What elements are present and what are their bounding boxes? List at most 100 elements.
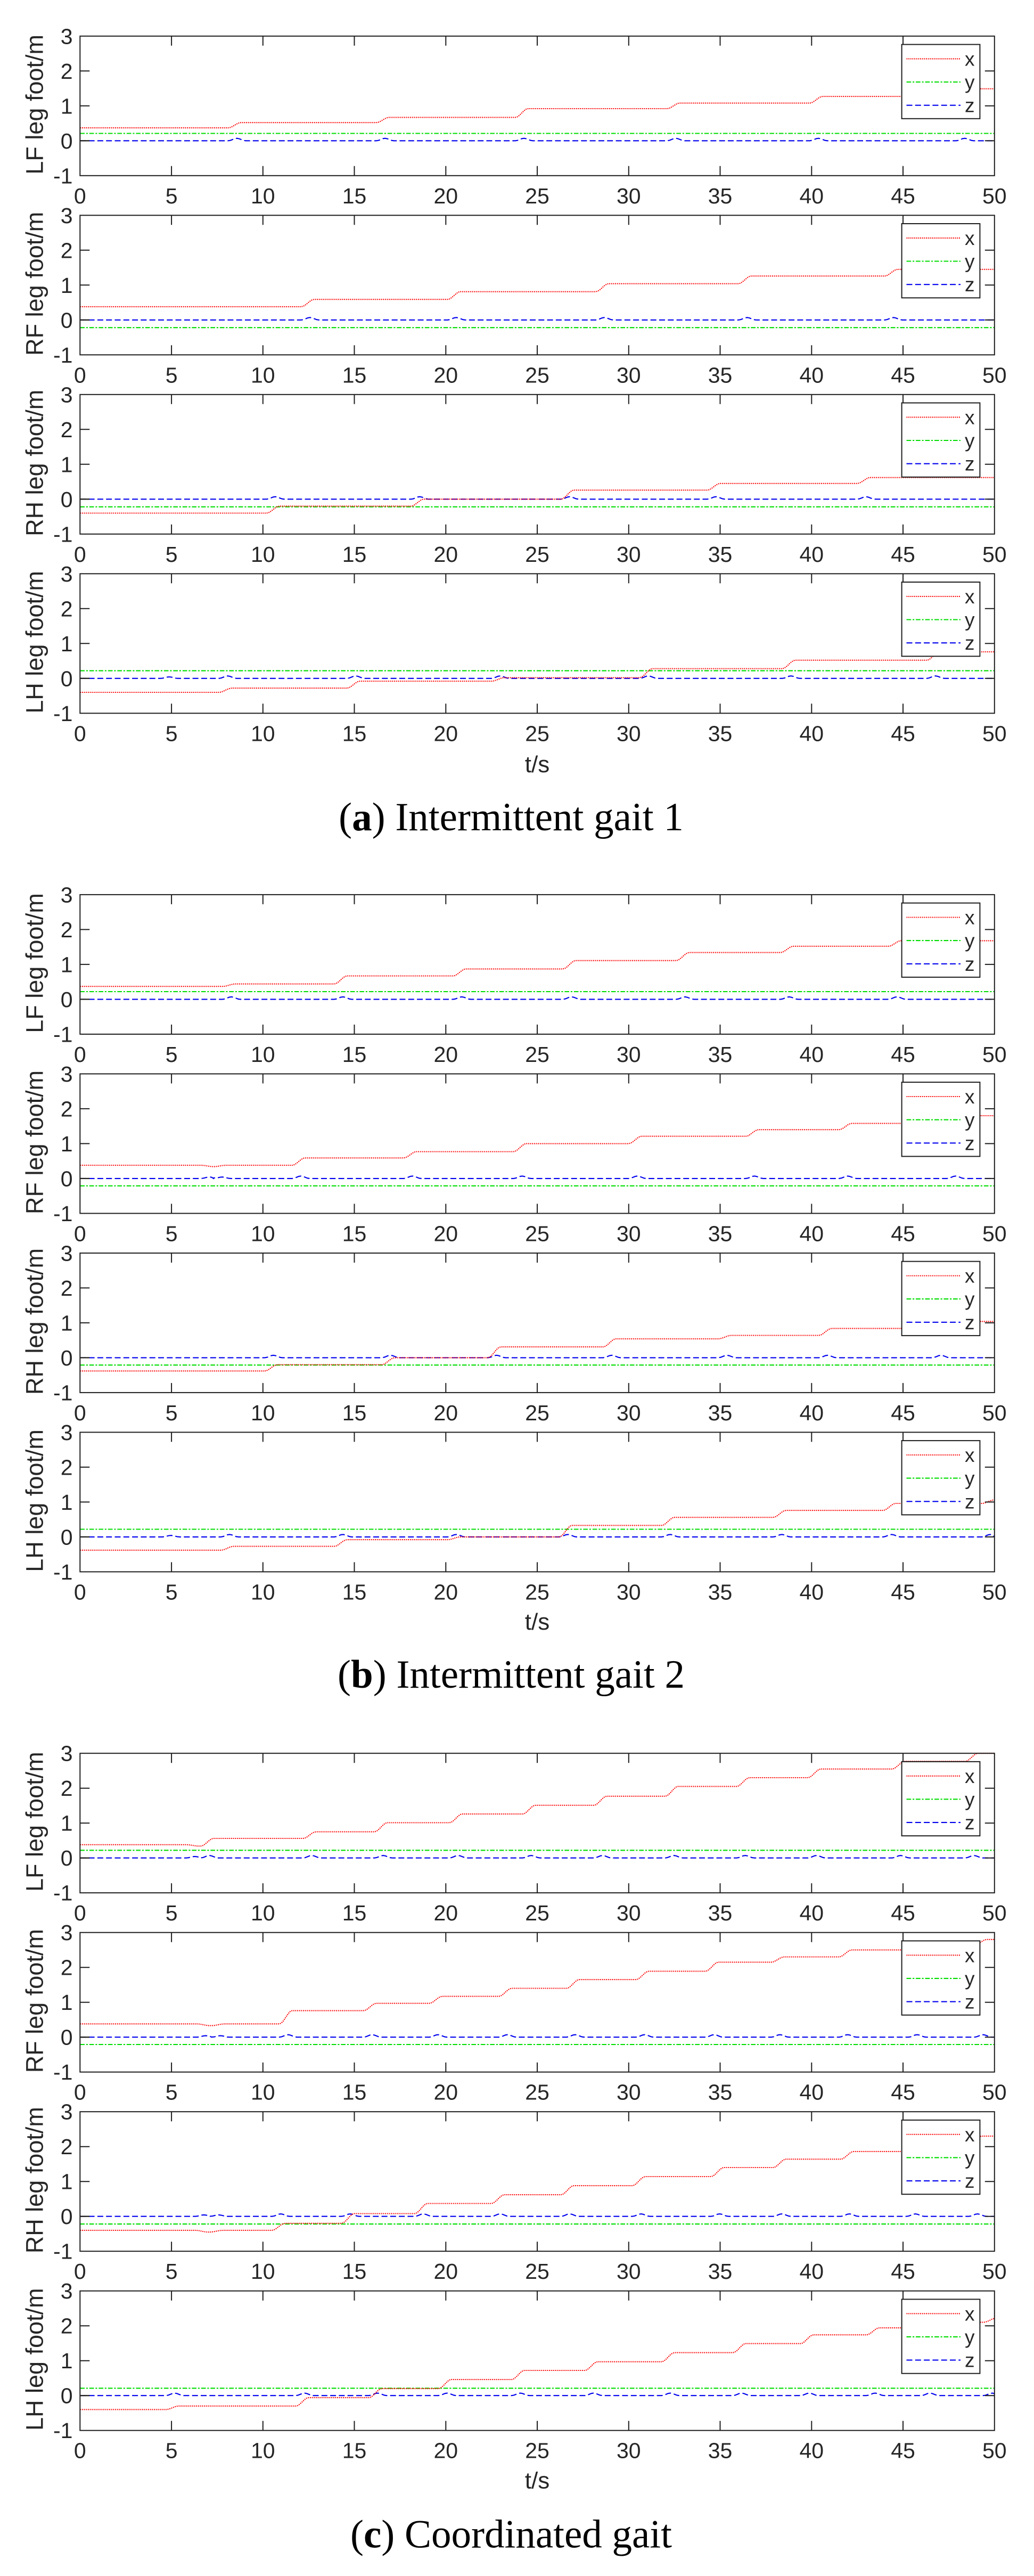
svg-text:1: 1 [61, 452, 73, 477]
svg-text:2: 2 [61, 59, 73, 84]
svg-text:(b) Intermittent gait 2: (b) Intermittent gait 2 [338, 1653, 685, 1697]
svg-text:40: 40 [799, 184, 824, 208]
svg-text:40: 40 [799, 363, 824, 387]
svg-text:10: 10 [251, 1401, 275, 1425]
svg-text:x: x [965, 1944, 975, 1966]
svg-text:30: 30 [617, 1901, 641, 1925]
svg-text:25: 25 [525, 2259, 549, 2284]
svg-text:x: x [965, 227, 975, 249]
svg-text:50: 50 [982, 363, 1007, 387]
svg-text:3: 3 [61, 2279, 73, 2303]
svg-text:LH leg foot/m: LH leg foot/m [21, 571, 48, 714]
svg-text:50: 50 [982, 1401, 1007, 1425]
svg-text:30: 30 [617, 184, 641, 208]
svg-text:1: 1 [61, 1311, 73, 1335]
svg-text:35: 35 [708, 1901, 733, 1925]
svg-text:2: 2 [61, 2314, 73, 2338]
svg-text:-1: -1 [53, 701, 72, 726]
svg-text:20: 20 [433, 1221, 458, 1246]
svg-text:2: 2 [61, 1455, 73, 1479]
svg-text:RH leg foot/m: RH leg foot/m [21, 1248, 48, 1395]
svg-text:0: 0 [61, 2204, 73, 2229]
svg-text:40: 40 [799, 2439, 824, 2463]
svg-text:RH leg foot/m: RH leg foot/m [21, 390, 48, 536]
svg-text:50: 50 [982, 184, 1007, 208]
svg-text:40: 40 [799, 1901, 824, 1925]
svg-text:z: z [965, 274, 975, 296]
svg-text:-1: -1 [53, 2418, 72, 2443]
svg-text:15: 15 [342, 1580, 367, 1604]
svg-text:40: 40 [799, 542, 824, 567]
svg-text:35: 35 [708, 721, 733, 746]
svg-text:20: 20 [433, 1042, 458, 1067]
svg-text:z: z [965, 2350, 975, 2371]
svg-text:15: 15 [342, 542, 367, 567]
svg-text:2: 2 [61, 1276, 73, 1301]
svg-text:x: x [965, 2303, 975, 2325]
svg-text:10: 10 [251, 2080, 275, 2105]
svg-text:20: 20 [433, 2259, 458, 2284]
svg-text:35: 35 [708, 2259, 733, 2284]
svg-text:5: 5 [166, 2259, 178, 2284]
svg-text:30: 30 [617, 1042, 641, 1067]
svg-text:30: 30 [617, 721, 641, 746]
svg-text:0: 0 [74, 184, 86, 208]
svg-text:y: y [965, 1468, 975, 1490]
svg-text:25: 25 [525, 184, 549, 208]
svg-text:5: 5 [166, 2080, 178, 2105]
svg-text:45: 45 [891, 2080, 915, 2105]
svg-text:10: 10 [251, 1901, 275, 1925]
svg-text:2: 2 [61, 596, 73, 621]
svg-text:2: 2 [61, 1776, 73, 1801]
svg-text:35: 35 [708, 2439, 733, 2463]
svg-text:10: 10 [251, 363, 275, 387]
svg-text:-1: -1 [53, 343, 72, 367]
svg-text:2: 2 [61, 1097, 73, 1121]
svg-text:10: 10 [251, 184, 275, 208]
svg-text:2: 2 [61, 238, 73, 263]
svg-text:40: 40 [799, 1221, 824, 1246]
svg-text:50: 50 [982, 1901, 1007, 1925]
svg-text:0: 0 [61, 487, 73, 512]
svg-text:5: 5 [166, 1901, 178, 1925]
svg-text:2: 2 [61, 1956, 73, 1980]
svg-text:2: 2 [61, 918, 73, 942]
svg-text:y: y [965, 2147, 975, 2169]
svg-text:z: z [965, 453, 975, 475]
svg-text:x: x [965, 586, 975, 608]
svg-text:15: 15 [342, 2080, 367, 2105]
svg-text:0: 0 [74, 1901, 86, 1925]
svg-text:3: 3 [61, 562, 73, 586]
svg-text:20: 20 [433, 2080, 458, 2105]
svg-text:1: 1 [61, 1490, 73, 1515]
svg-text:20: 20 [433, 1580, 458, 1604]
svg-text:2: 2 [61, 2135, 73, 2159]
svg-text:25: 25 [525, 2439, 549, 2463]
svg-text:z: z [965, 1312, 975, 1334]
svg-text:15: 15 [342, 1901, 367, 1925]
svg-text:0: 0 [74, 2439, 86, 2463]
svg-text:3: 3 [61, 382, 73, 407]
svg-text:45: 45 [891, 1401, 915, 1425]
svg-text:0: 0 [74, 1401, 86, 1425]
svg-text:10: 10 [251, 2259, 275, 2284]
svg-text:45: 45 [891, 1221, 915, 1246]
svg-text:25: 25 [525, 721, 549, 746]
svg-text:t/s: t/s [525, 1609, 549, 1635]
svg-text:x: x [965, 1265, 975, 1287]
svg-text:25: 25 [525, 1042, 549, 1067]
svg-text:z: z [965, 632, 975, 654]
svg-text:y: y [965, 609, 975, 631]
svg-text:0: 0 [74, 1042, 86, 1067]
svg-text:40: 40 [799, 1580, 824, 1604]
svg-text:1: 1 [61, 94, 73, 118]
svg-text:z: z [965, 1991, 975, 2013]
svg-text:-1: -1 [53, 1380, 72, 1405]
svg-text:30: 30 [617, 2259, 641, 2284]
svg-text:1: 1 [61, 2349, 73, 2373]
svg-text:x: x [965, 907, 975, 929]
svg-text:0: 0 [61, 2384, 73, 2408]
svg-text:0: 0 [74, 2259, 86, 2284]
svg-text:45: 45 [891, 542, 915, 567]
svg-text:45: 45 [891, 184, 915, 208]
